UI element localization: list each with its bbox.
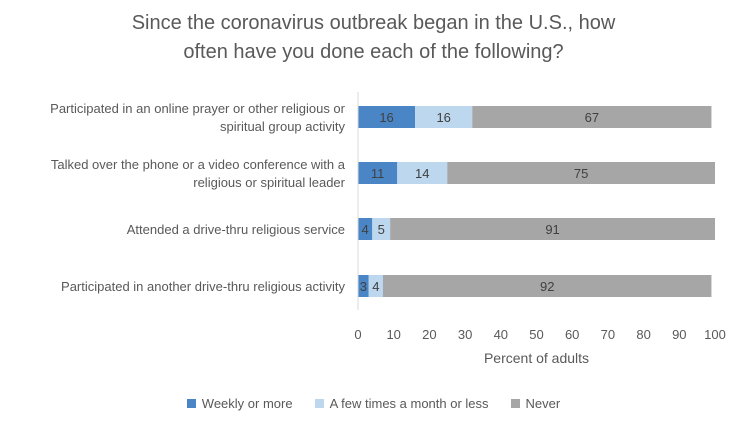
legend-swatch-never [510, 399, 520, 408]
bar-segment [397, 162, 448, 184]
data-label: 4 [362, 222, 369, 237]
legend-label-monthly: A few times a month or less [329, 396, 489, 411]
data-label: 3 [360, 279, 367, 294]
category-label: religious or spiritual leader [193, 175, 345, 190]
x-tick-label: 50 [529, 327, 543, 342]
data-label: 67 [585, 110, 599, 125]
category-label: Participated in an online prayer or othe… [50, 101, 346, 116]
bar-segment [415, 106, 473, 128]
x-tick-label: 10 [386, 327, 400, 342]
legend-swatch-monthly [314, 399, 324, 408]
x-tick-label: 80 [636, 327, 650, 342]
legend-label-weekly: Weekly or more [201, 396, 293, 411]
x-tick-label: 40 [494, 327, 508, 342]
bar-segment [358, 275, 369, 297]
data-label: 91 [545, 222, 559, 237]
bar-segment [358, 106, 416, 128]
data-label: 14 [415, 166, 429, 181]
data-label: 75 [574, 166, 588, 181]
chart-title-line-2: often have you done each of the followin… [183, 41, 564, 63]
chart-legend: Weekly or more A few times a month or le… [0, 396, 747, 411]
bar-segment [358, 162, 398, 184]
x-tick-label: 100 [704, 327, 726, 342]
data-label: 4 [372, 279, 379, 294]
data-label: 5 [378, 222, 385, 237]
bar-segment [358, 218, 373, 240]
bar-segment [472, 106, 712, 128]
chart-title-line-1: Since the coronavirus outbreak began in … [131, 12, 616, 34]
x-tick-label: 20 [422, 327, 436, 342]
category-label: Talked over the phone or a video confere… [51, 157, 346, 172]
x-axis-label: Percent of adults [484, 350, 589, 366]
data-label: 92 [540, 279, 554, 294]
bar-segment [382, 275, 712, 297]
legend-label-never: Never [525, 396, 561, 411]
legend-item-never: Never [510, 396, 561, 411]
category-label: spiritual group activity [220, 119, 345, 134]
legend-item-monthly: A few times a month or less [314, 396, 489, 411]
bar-segment [372, 218, 391, 240]
data-label: 16 [436, 110, 450, 125]
x-tick-label: 30 [458, 327, 472, 342]
legend-swatch-weekly [186, 399, 196, 408]
category-label: Participated in another drive-thru relig… [61, 279, 345, 294]
bar-segment [390, 218, 715, 240]
data-label: 16 [379, 110, 393, 125]
data-label: 11 [371, 166, 385, 181]
legend-item-weekly: Weekly or more [186, 396, 293, 411]
bar-segment [368, 275, 383, 297]
category-label: Attended a drive-thru religious service [127, 222, 345, 237]
x-tick-label: 60 [565, 327, 579, 342]
x-tick-label: 90 [672, 327, 686, 342]
bar-segment [447, 162, 715, 184]
x-tick-label: 0 [354, 327, 361, 342]
x-tick-label: 70 [601, 327, 615, 342]
